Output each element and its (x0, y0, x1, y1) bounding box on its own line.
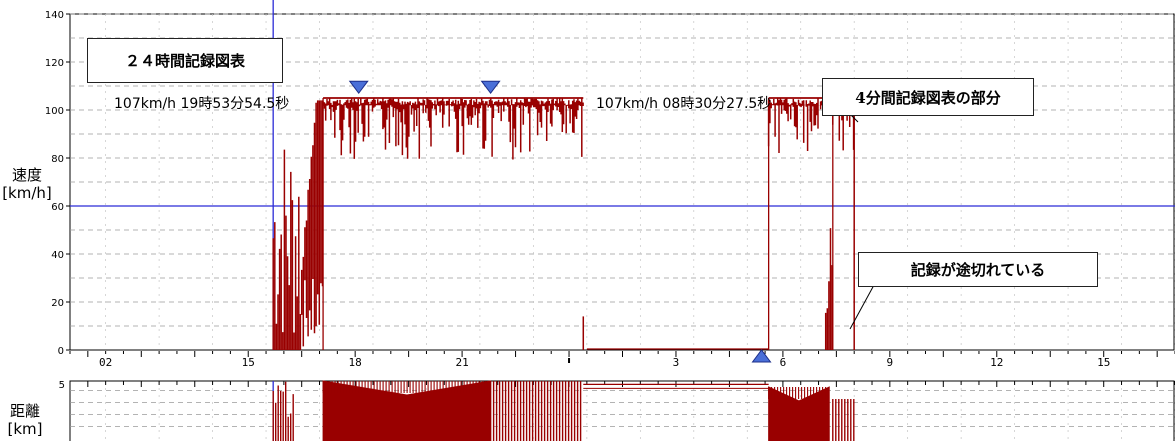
peak-marker-left (348, 80, 369, 95)
record-gap-callout: 記録が途切れている (858, 252, 1098, 287)
time-axis-tick-label: 18 (349, 356, 362, 369)
distance-axis-label-line1: 距離 (9, 402, 40, 420)
speed-y-tick-label: 80 (51, 154, 64, 165)
time-axis-tick-label: 9 (887, 356, 894, 369)
speed-y-tick-label: 0 (58, 346, 64, 357)
distance-axis-label: 距離 [km] (2, 402, 48, 438)
distance-band-lens (768, 386, 830, 441)
time-axis-tick-label: 15 (1097, 356, 1110, 369)
peak-marker-right (480, 80, 501, 95)
time-axis-tick-label: 02 (99, 356, 112, 369)
time-axis-tick-label: 12 (990, 356, 1003, 369)
peak-label-left: 107km/h 19時53分54.5秒 (114, 96, 290, 112)
distance-y-tick-label: 5 (59, 380, 65, 391)
speed-y-tick-label: 100 (45, 106, 64, 117)
speed-axis-label: 速度 [km/h] (2, 166, 52, 202)
bottom-time-marker (751, 349, 772, 363)
speed-series-spiky (824, 228, 833, 350)
distance-plot-frame (69, 380, 1175, 441)
distance-band-bars (832, 399, 855, 441)
time-axis-midnight-mark (568, 358, 571, 363)
distance-band-ridges (768, 387, 830, 399)
distance-band-bars (489, 381, 582, 441)
distance-band-spiky (272, 381, 294, 441)
time-axis-tick-label: 21 (455, 356, 468, 369)
peak-label-right: 107km/h 08時30分27.5秒 (596, 96, 772, 112)
distance-band-ridges (322, 381, 489, 393)
speed-series-cruise (322, 98, 584, 160)
four-minute-section-callout: 4分間記録図表の部分 (822, 78, 1034, 116)
chart-title-box: ２４時間記録図表 (87, 38, 283, 83)
distance-axis-label-line2: [km] (7, 420, 43, 438)
speed-y-tick-label: 20 (51, 298, 64, 309)
speed-y-tick-label: 140 (45, 10, 64, 21)
speed-y-tick-label: 120 (45, 58, 64, 69)
speed-axis-label-line2: [km/h] (2, 184, 52, 202)
speed-y-tick-label: 40 (51, 250, 64, 261)
speed-series-ramp (300, 100, 324, 347)
time-axis-tick-label: 3 (673, 356, 680, 369)
callout-pointer-lower (849, 284, 875, 330)
speed-series-cruise (767, 98, 826, 153)
time-axis-tick-label: 6 (780, 356, 787, 369)
speed-series-spiky (272, 149, 302, 350)
speed-y-tick-label: 60 (51, 202, 64, 213)
speed-axis-label-line1: 速度 (11, 166, 42, 184)
time-axis-tick-label: 15 (242, 356, 255, 369)
